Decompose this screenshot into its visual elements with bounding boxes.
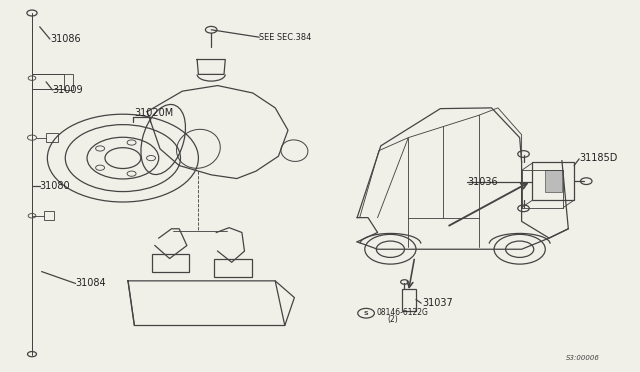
- Text: 08146-6122G: 08146-6122G: [376, 308, 428, 317]
- Bar: [152, 254, 189, 272]
- Bar: [44, 211, 54, 220]
- Bar: [46, 133, 58, 142]
- Bar: [64, 74, 73, 90]
- Bar: [545, 170, 562, 192]
- Bar: [214, 259, 252, 277]
- Text: 31009: 31009: [52, 85, 83, 95]
- Text: (2): (2): [388, 315, 399, 324]
- Bar: [532, 162, 574, 200]
- Bar: [402, 289, 416, 311]
- Text: SEE SEC.384: SEE SEC.384: [259, 33, 312, 42]
- Text: 31080: 31080: [40, 181, 70, 191]
- Text: 31020M: 31020M: [134, 109, 173, 118]
- Text: 31185D: 31185D: [579, 153, 618, 163]
- Text: S3:00006: S3:00006: [566, 355, 600, 361]
- Text: S: S: [364, 311, 369, 316]
- Text: 31036: 31036: [467, 177, 498, 187]
- Text: 31086: 31086: [50, 34, 81, 44]
- Text: 31037: 31037: [422, 298, 453, 308]
- Text: 31084: 31084: [76, 279, 106, 288]
